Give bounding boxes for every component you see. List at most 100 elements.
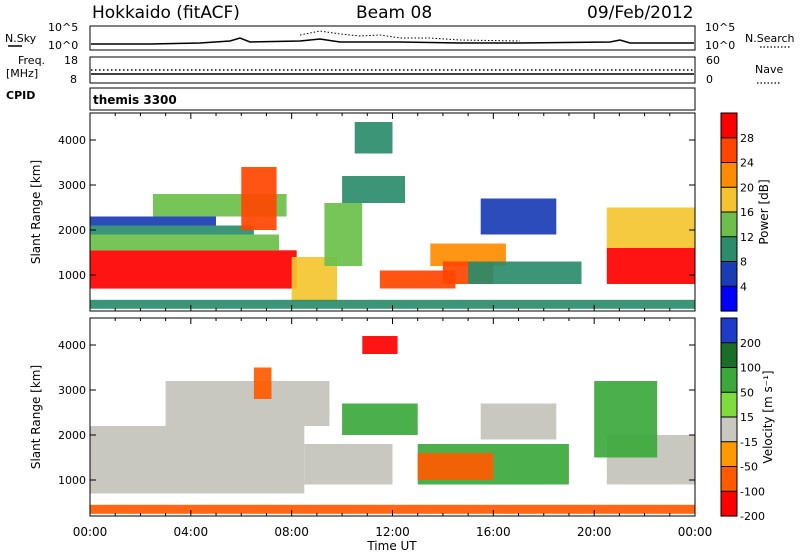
noise-right-label: N.Search (745, 32, 795, 45)
scatter-region (165, 381, 330, 426)
x-tick-label: 20:00 (577, 525, 612, 539)
x-tick-label: 00:00 (678, 525, 713, 539)
colorbar-tick-label: 20 (740, 181, 754, 194)
cpid-value: themis 3300 (93, 93, 177, 107)
colorbar-segment (721, 212, 737, 238)
scatter-region (606, 248, 695, 284)
noise-right-tick-bottom: 10^0 (705, 39, 735, 52)
velocity-colorbar: 200 100 50 15 -15 -50 -100 -200 (720, 317, 765, 523)
freq-right-tick-top: 60 (706, 54, 720, 67)
station-title: Hokkaido (fitACF) (92, 3, 240, 23)
scatter-region (417, 453, 494, 480)
colorbar-tick-label: 15 (740, 411, 754, 424)
scatter-region (241, 167, 277, 230)
colorbar-tick-label: -200 (740, 510, 765, 523)
x-tick-label: 00:00 (73, 525, 108, 539)
colorbar-tick-label: 12 (740, 231, 754, 244)
colorbar-segment (721, 236, 737, 263)
scatter-region (480, 198, 557, 235)
colorbar-tick-label: 28 (740, 132, 754, 145)
y-tick-label: 1000 (58, 474, 86, 487)
y-tick-label: 4000 (58, 339, 86, 352)
scatter-region (324, 203, 363, 266)
colorbar-segment (721, 367, 737, 393)
colorbar-tick-label: 4 (740, 280, 747, 293)
scatter-region (90, 216, 216, 226)
scatter-region (90, 299, 695, 309)
scatter-region (468, 261, 582, 284)
colorbar-segment (721, 261, 737, 287)
scatter-region (342, 403, 418, 435)
colorbar-tick-label: 50 (740, 386, 754, 399)
y-tick-label: 2000 (58, 429, 86, 442)
scatter-region (253, 367, 272, 399)
freq-left-tick-bottom: 8 (70, 73, 77, 86)
y-tick-label: 1000 (58, 269, 86, 282)
colorbar-segment (721, 417, 737, 443)
colorbar-tick-label: -100 (740, 485, 765, 498)
noise-sky-line (91, 37, 694, 45)
scatter-region (594, 381, 658, 458)
y-tick-label: 3000 (58, 384, 86, 397)
scatter-region (362, 336, 398, 354)
colorbar-segment (721, 137, 737, 164)
scatter-region (90, 225, 254, 235)
y-tick-label: 2000 (58, 224, 86, 237)
velocity-colorbar-label: Velocity [m s⁻¹] (761, 370, 775, 463)
x-tick-label: 12:00 (375, 525, 410, 539)
freq-left-label: Freq. (18, 54, 45, 67)
colorbar-segment (721, 466, 737, 492)
date-title: 09/Feb/2012 (587, 3, 693, 23)
colorbar-tick-label: 200 (740, 337, 761, 350)
beam-title: Beam 08 (356, 3, 432, 23)
colorbar-segment (721, 441, 737, 468)
colorbar-tick-label: -15 (740, 436, 758, 449)
velocity-data (90, 336, 695, 514)
noise-panel: N.Sky 10^5 10^0 10^5 10^0 N.Search (5, 21, 795, 52)
colorbar-segment (721, 162, 737, 188)
scatter-region (480, 403, 557, 440)
colorbar-segment (721, 113, 737, 139)
colorbar-segment (721, 286, 737, 312)
scatter-region (304, 444, 393, 485)
x-axis-label: Time UT (366, 539, 417, 553)
scatter-region (606, 207, 695, 248)
power-data (90, 122, 695, 309)
colorbar-tick-label: 24 (740, 157, 754, 170)
scatter-region (342, 176, 406, 203)
scatter-region (379, 270, 456, 289)
power-y-axis-label: Slant Range [km] (29, 160, 43, 264)
y-tick-label: 3000 (58, 179, 86, 192)
noise-search-line (299, 30, 521, 42)
colorbar-segment (721, 392, 737, 418)
noise-left-label: N.Sky (5, 32, 37, 45)
colorbar-segment (721, 318, 737, 344)
colorbar-tick-label: 16 (740, 206, 754, 219)
scatter-region (90, 426, 305, 494)
scatter-region (90, 234, 280, 251)
freq-left-unit: [MHz] (6, 67, 38, 80)
velocity-x-tickmarks (89, 318, 696, 516)
freq-panel: Freq. [MHz] 18 8 60 0 Nave (6, 54, 783, 86)
x-tick-label: 08:00 (274, 525, 309, 539)
freq-right-label: Nave (755, 63, 783, 76)
cpid-label: CPID (6, 89, 35, 102)
scatter-region (90, 504, 695, 514)
x-tick-label: 04:00 (174, 525, 209, 539)
freq-right-tick-bottom: 0 (706, 73, 713, 86)
power-y-axis: 1000 2000 3000 4000 (58, 134, 695, 282)
scatter-region (354, 122, 393, 154)
freq-left-tick-top: 18 (64, 54, 78, 67)
x-axis: 00:00 04:00 08:00 12:00 16:00 20:00 00:00 (73, 525, 713, 539)
colorbar-segment (721, 342, 737, 369)
power-x-tickmarks (89, 113, 696, 311)
velocity-y-axis: 1000 2000 3000 4000 (58, 339, 695, 487)
colorbar-tick-label: 100 (740, 362, 761, 375)
colorbar-tick-label: -50 (740, 461, 758, 474)
x-tick-label: 16:00 (476, 525, 511, 539)
cpid-box (89, 87, 696, 111)
y-tick-label: 4000 (58, 134, 86, 147)
scatter-region (90, 250, 297, 289)
power-colorbar-label: Power [dB] (757, 179, 771, 244)
